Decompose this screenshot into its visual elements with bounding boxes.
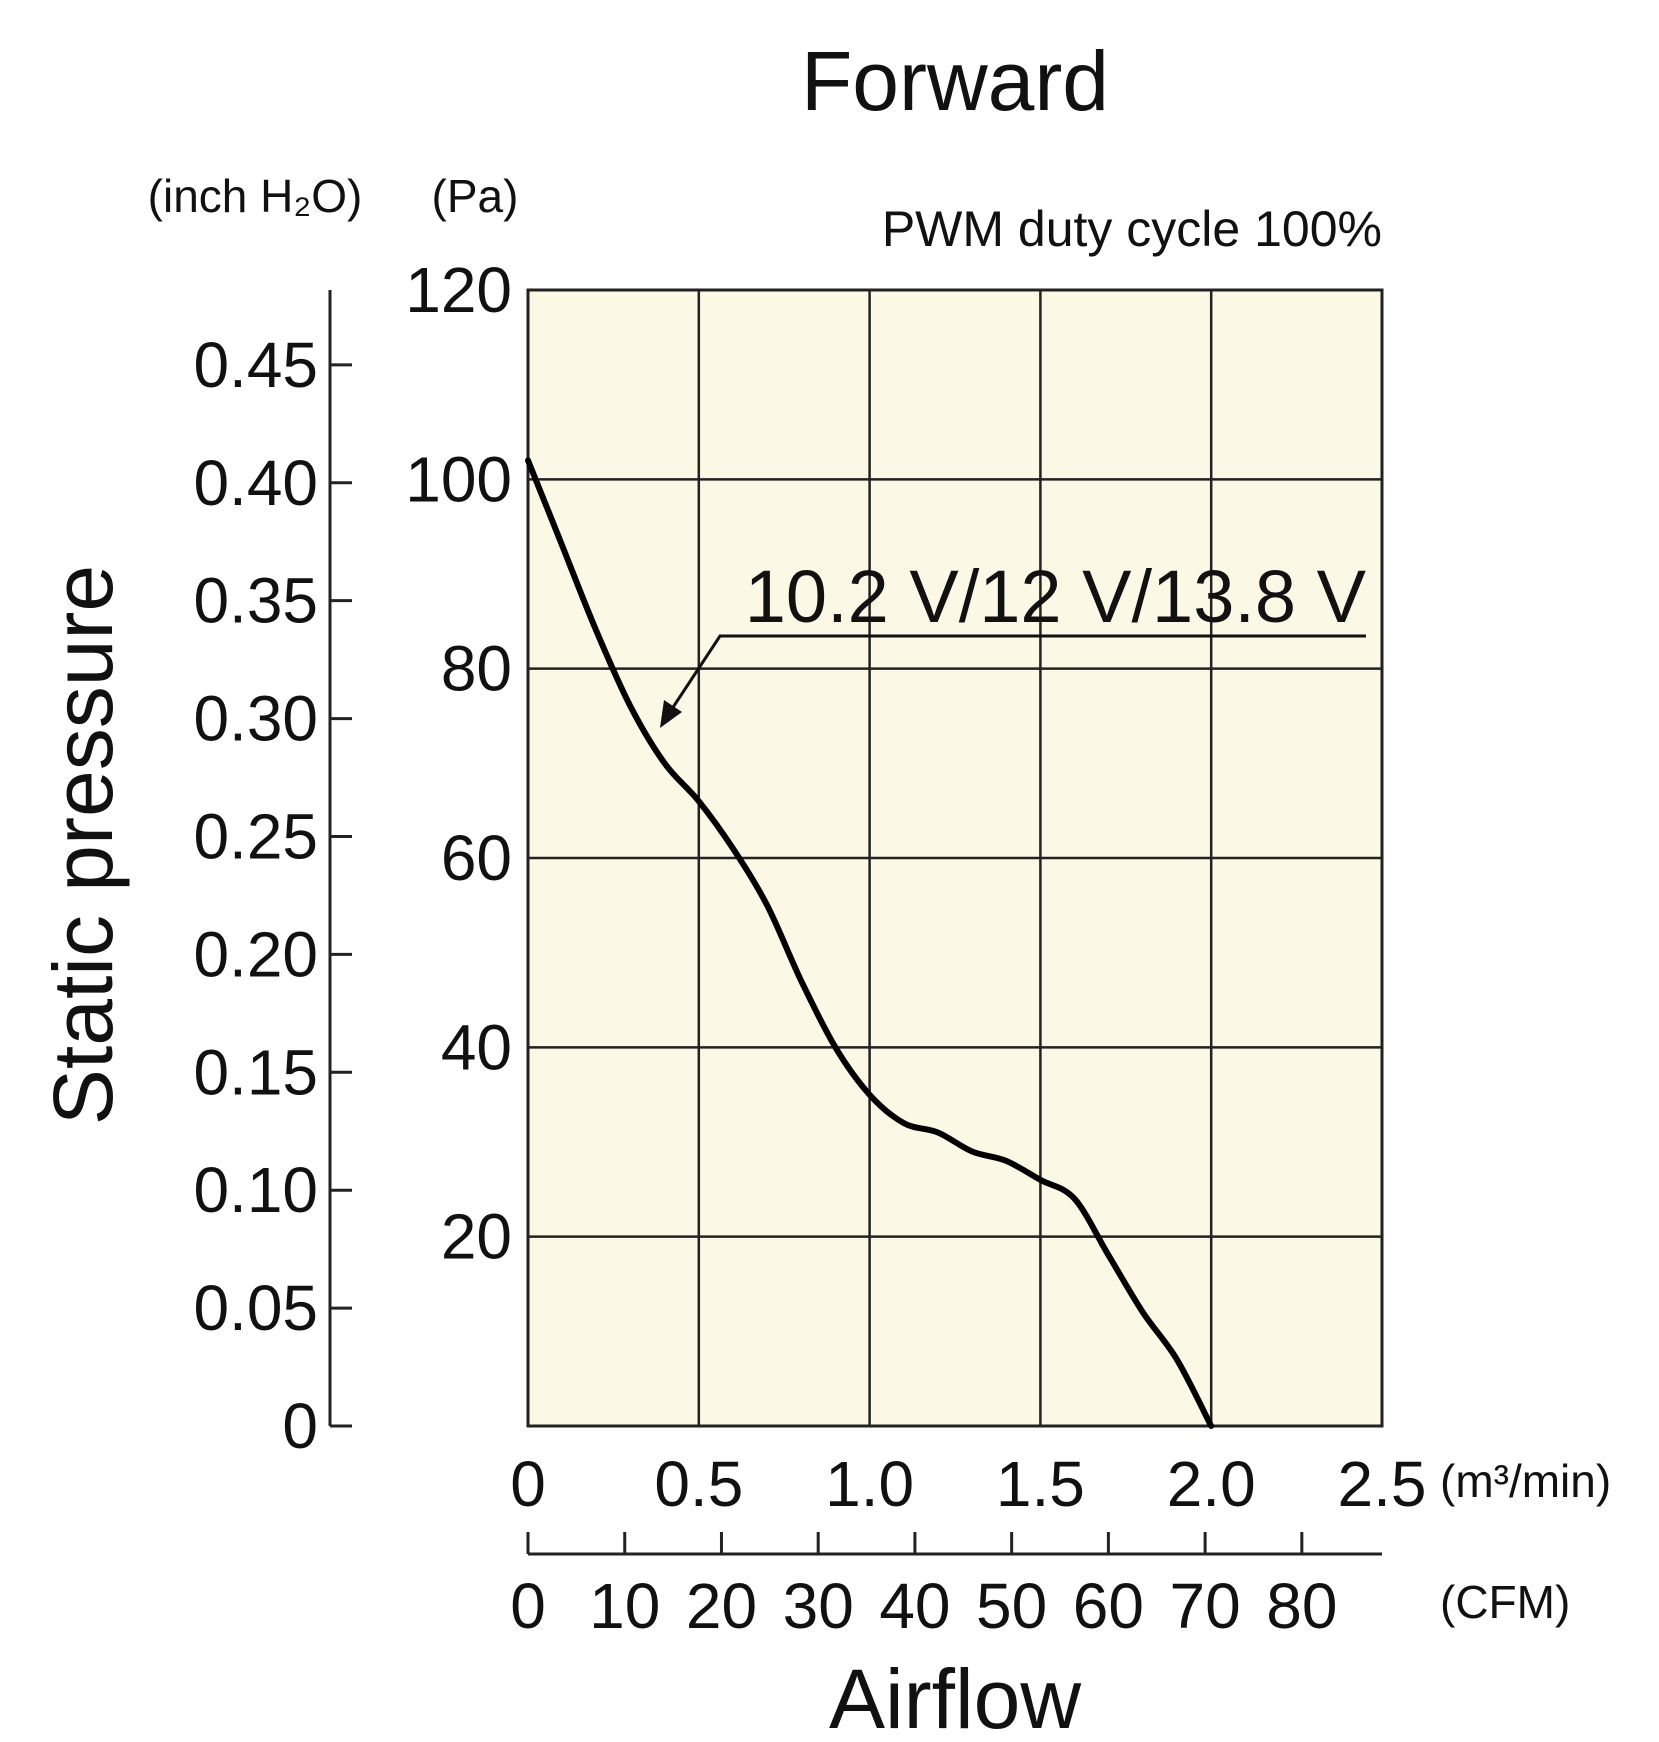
y-axis-unit-pa: (Pa)	[432, 170, 519, 222]
series-label: 10.2 V/12 V/13.8 V	[745, 555, 1367, 638]
x2-tick-label: 30	[783, 1570, 854, 1642]
y-tick-label: 20	[441, 1201, 512, 1273]
y2-tick-label: 0.25	[193, 800, 318, 872]
y2-tick-label: 0	[282, 1390, 318, 1462]
y2-tick-label: 0.05	[193, 1272, 318, 1344]
x-tick-label: 1.0	[825, 1448, 914, 1520]
series-line	[525, 457, 1215, 1429]
x-axis-title: Airflow	[829, 1652, 1081, 1742]
x-tick-label: 0.5	[654, 1448, 743, 1520]
y2-tick-label: 0.15	[193, 1036, 318, 1108]
x-tick-label: 2.5	[1338, 1448, 1427, 1520]
x2-tick-label: 10	[589, 1570, 660, 1642]
x-tick-label: 0	[510, 1448, 546, 1520]
chart-marks: 0 0.5 1.0 1.5 2.0 2.5 20 40 60 80 100 120 0 10 20 30 40 5…	[193, 254, 1426, 1642]
y2-tick-label: 0.20	[193, 918, 318, 990]
y2-tick-label: 0.10	[193, 1154, 318, 1226]
x2-tick-label: 40	[879, 1570, 950, 1642]
y-tick-label: 40	[441, 1011, 512, 1083]
y2-axis-unit-inch: (inch H₂O)	[148, 170, 363, 222]
y-tick-label: 120	[405, 254, 512, 326]
y2-tick-label: 0.45	[193, 329, 318, 401]
y-tick-label: 60	[441, 822, 512, 894]
x2-axis-unit-cfm: (CFM)	[1440, 1576, 1570, 1628]
y2-tick-label: 0.40	[193, 447, 318, 519]
y2-tick-label: 0.35	[193, 565, 318, 637]
x2-tick-label: 50	[976, 1570, 1047, 1642]
x-tick-label: 2.0	[1167, 1448, 1256, 1520]
x2-tick-label: 20	[686, 1570, 757, 1642]
annotation-arrowhead	[660, 700, 682, 728]
y2-tick-label: 0.30	[193, 683, 318, 755]
chart-subtitle: PWM duty cycle 100%	[882, 201, 1382, 257]
annotation-leader	[660, 634, 1366, 725]
x2-tick-label: 80	[1266, 1570, 1337, 1642]
x-tick-label: 1.5	[996, 1448, 1085, 1520]
y-tick-label: 100	[405, 443, 512, 515]
y-axis-title: Static pressure	[36, 565, 130, 1125]
grid-lines	[528, 290, 1382, 1426]
x-axis-unit-m3: (m³/min)	[1440, 1455, 1611, 1507]
chart-title: Forward	[801, 34, 1109, 128]
x2-tick-label: 70	[1170, 1570, 1241, 1642]
y-tick-label: 80	[441, 633, 512, 705]
x2-tick-label: 0	[510, 1570, 546, 1642]
x2-tick-label: 60	[1073, 1570, 1144, 1642]
